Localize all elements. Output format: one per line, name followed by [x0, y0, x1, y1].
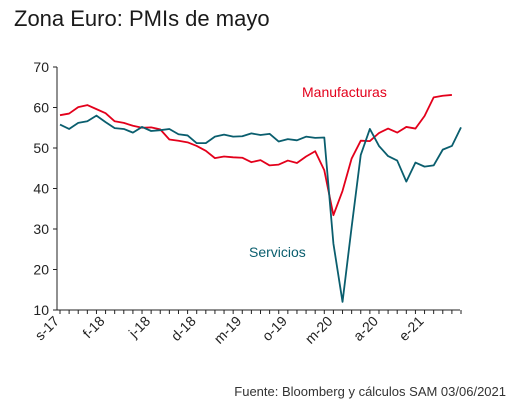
x-tick-label: f-18: [79, 313, 108, 342]
x-tick-label: d-18: [168, 313, 199, 344]
y-tick-label: 70: [33, 59, 49, 75]
x-tick-label: m-20: [302, 313, 336, 347]
x-tick-label: a-20: [350, 313, 381, 344]
series-label-servicios: Servicios: [249, 244, 306, 260]
x-tick-label: e-21: [396, 313, 427, 344]
source-note: Fuente: Bloomberg y cálculos SAM 03/06/2…: [234, 384, 506, 399]
series-line-servicios: [59, 114, 462, 303]
series-line-manufacturas: [59, 94, 452, 217]
y-tick-label: 30: [33, 221, 49, 237]
y-tick-label: 60: [33, 100, 49, 116]
y-tick-label: 40: [33, 181, 49, 197]
y-tick-label: 50: [33, 140, 49, 156]
series-label-manufacturas: Manufacturas: [302, 84, 387, 100]
y-tick-label: 20: [33, 262, 49, 278]
y-tick-label: 10: [33, 302, 49, 318]
x-tick-label: j-18: [125, 313, 154, 342]
series-layer: [59, 94, 462, 303]
chart-title: Zona Euro: PMIs de mayo: [14, 6, 270, 31]
x-tick-label: o-19: [259, 313, 290, 344]
x-tick-label: m-19: [211, 313, 245, 347]
